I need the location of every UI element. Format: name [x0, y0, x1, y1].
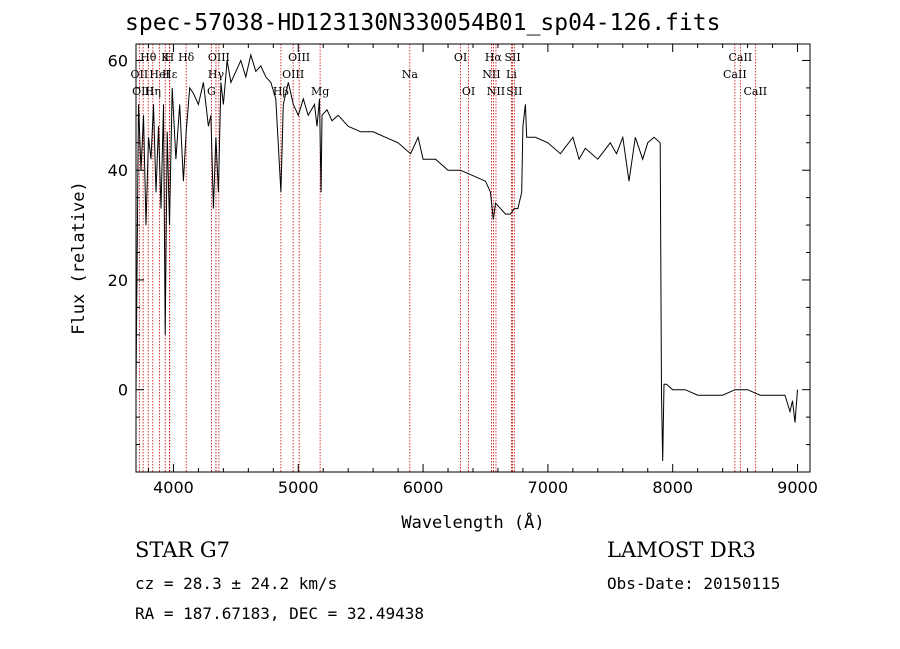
- x-tick-label-5: 9000: [777, 478, 818, 497]
- coordinates: RA = 187.67183, DEC = 32.49438: [135, 604, 424, 623]
- marker-label-22: Li: [506, 68, 517, 81]
- x-tick-label-0: 4000: [153, 478, 194, 497]
- marker-label-3: Hη: [145, 85, 161, 98]
- plot-frame: [135, 43, 811, 473]
- x-tick-label-4: 8000: [652, 478, 693, 497]
- marker-label-9: G: [207, 85, 216, 98]
- marker-label-27: CaII: [743, 85, 767, 98]
- survey-name: LAMOST DR3: [607, 538, 756, 562]
- marker-label-4: HeI: [149, 68, 169, 81]
- marker-label-18: OI: [462, 85, 475, 98]
- marker-label-1: OII: [131, 68, 149, 81]
- x-tick-label-2: 6000: [403, 478, 444, 497]
- marker-label-19: NII: [482, 68, 500, 81]
- marker-label-21: NII: [487, 85, 505, 98]
- marker-label-12: Hβ: [273, 85, 289, 98]
- spectral-class: STAR G7: [135, 538, 231, 562]
- marker-label-11: OIII: [208, 51, 230, 64]
- chart-title: spec-57038-HD123130N330054B01_sp04-126.f…: [125, 10, 721, 36]
- marker-label-25: CaII: [723, 68, 747, 81]
- marker-label-0: Hθ: [140, 51, 157, 64]
- y-axis: 0 20 40 60: [108, 51, 810, 446]
- marker-label-7: Hε: [162, 68, 178, 81]
- y-tick-label-2: 40: [108, 161, 128, 180]
- x-axis-label: Wavelength (Å): [401, 511, 544, 533]
- spectrum-line: [135, 53, 798, 462]
- marker-label-17: OI: [454, 51, 467, 64]
- emission-line-labels: HθOIIOIIIHηHeIKHHεHδGHγOIIIHβOIIIOIIIMgN…: [131, 51, 768, 98]
- x-tick-label-3: 7000: [528, 478, 569, 497]
- marker-label-14: OIII: [288, 51, 310, 64]
- emission-line-markers: [138, 44, 756, 472]
- marker-label-10: Hγ: [208, 68, 225, 81]
- marker-label-8: Hδ: [178, 51, 195, 64]
- y-tick-label-0: 0: [118, 381, 128, 400]
- y-tick-label-3: 60: [108, 51, 128, 70]
- y-tick-label-1: 20: [108, 271, 128, 290]
- marker-label-20: Hα: [485, 51, 503, 64]
- y-axis-label: Flux (relative): [69, 181, 89, 335]
- marker-label-24: SII: [506, 85, 522, 98]
- marker-label-5: K: [161, 51, 170, 64]
- marker-label-6: H: [165, 51, 175, 64]
- x-axis: 4000 5000 6000 7000 8000 9000: [147, 44, 818, 497]
- marker-label-15: Mg: [311, 85, 329, 98]
- marker-label-23: SII: [504, 51, 520, 64]
- observation-date: Obs-Date: 20150115: [607, 574, 781, 593]
- marker-label-13: OIII: [282, 68, 304, 81]
- x-tick-label-1: 5000: [278, 478, 319, 497]
- marker-label-26: CaII: [729, 51, 753, 64]
- redshift-velocity: cz = 28.3 ± 24.2 km/s: [135, 574, 338, 593]
- marker-label-16: Na: [402, 68, 419, 81]
